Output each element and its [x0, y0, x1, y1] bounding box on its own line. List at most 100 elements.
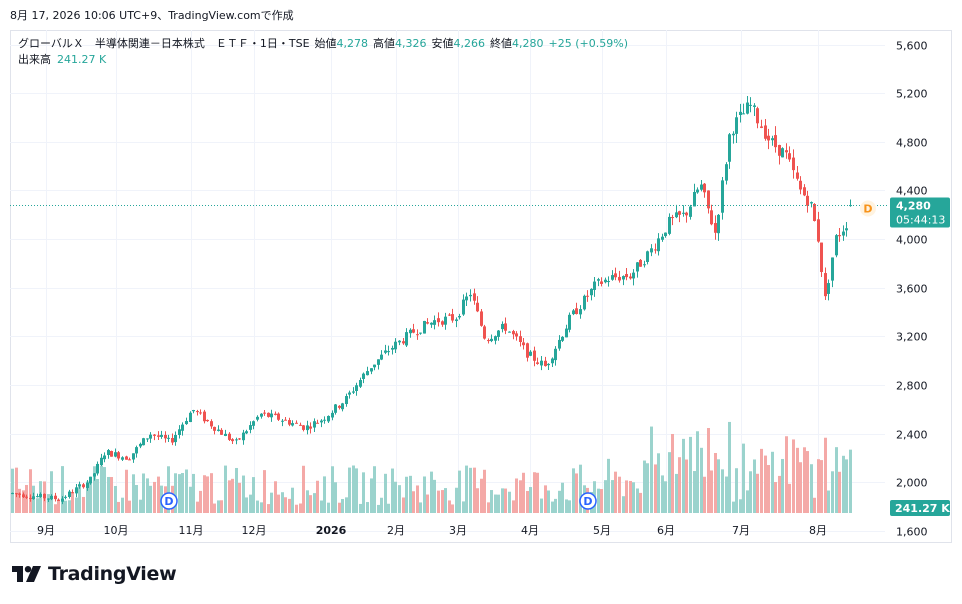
price-tick-label: 2,400 — [896, 429, 928, 442]
volume-bar — [263, 470, 266, 513]
volume-bar — [213, 503, 216, 513]
volume-bar — [824, 437, 827, 513]
candle-body — [377, 359, 380, 365]
volume-bar — [338, 502, 341, 513]
volume-bar — [820, 460, 823, 513]
volume-bar — [629, 480, 632, 513]
upcoming-dividend-marker — [860, 200, 876, 217]
candle-body — [270, 413, 273, 418]
volume-bar — [291, 487, 294, 513]
candle-body — [572, 310, 575, 315]
candle-body — [68, 491, 71, 497]
price-tick-label: 5,600 — [896, 40, 928, 53]
candle-body — [387, 351, 390, 353]
volume-bar — [299, 503, 302, 513]
candle-body — [267, 412, 270, 417]
candlestick-chart[interactable]: 5,600 5,200 4,800 4,400 4,000 3,600 3,200 2,800… — [10, 30, 952, 543]
volume-bar — [845, 459, 848, 513]
volume-bar — [373, 466, 376, 513]
volume-bar — [274, 481, 277, 513]
candle-body — [590, 288, 593, 296]
candle-body — [15, 493, 18, 495]
candle-body — [252, 421, 255, 426]
time-tick-label: 2026 — [316, 524, 347, 537]
volume-bar — [799, 462, 802, 513]
volume-bar — [685, 459, 688, 513]
candle-body — [433, 320, 436, 325]
candle-body — [231, 439, 234, 442]
volume-bar — [682, 438, 685, 513]
volume-bar — [611, 480, 614, 513]
candle-body — [614, 273, 617, 278]
volume-bar — [334, 482, 337, 513]
volume-bar — [565, 499, 568, 513]
time-axis: 9月 10月 11月 12月 2026 2月 3月 4月 5月 6月 7月 8月 — [37, 524, 827, 537]
candle-body — [682, 212, 685, 214]
volume-bar — [203, 475, 206, 513]
candle-body — [96, 463, 99, 474]
candle-body — [366, 371, 369, 376]
volume-bar — [625, 480, 628, 513]
candle-body — [93, 473, 96, 477]
volume-bar — [426, 494, 429, 513]
dividend-marker — [160, 492, 178, 510]
tradingview-logo[interactable]: TradingView — [12, 563, 177, 585]
candle-body — [441, 321, 444, 325]
price-tick-label: 5,200 — [896, 88, 928, 101]
candle-body — [203, 411, 206, 422]
candle-body — [540, 360, 543, 366]
candle-body — [32, 496, 35, 500]
candle-body — [579, 309, 582, 315]
volume-bar — [405, 476, 408, 513]
candle-body — [192, 410, 195, 412]
volume-bar — [796, 447, 799, 513]
volume-bar — [561, 482, 564, 513]
candle-body — [235, 439, 238, 441]
volume-bar — [316, 480, 319, 513]
volume-bar — [732, 501, 735, 513]
volume-bar — [196, 501, 199, 513]
time-tick-label: 6月 — [657, 524, 675, 537]
volume-badge — [890, 500, 950, 516]
candle-body — [483, 326, 486, 339]
volume-bar — [249, 494, 252, 513]
candle-body — [813, 203, 816, 221]
volume-bar — [114, 486, 117, 513]
candle-body — [370, 368, 373, 372]
candle-body — [128, 459, 131, 461]
volume-bar — [306, 490, 309, 513]
volume-bar — [451, 504, 454, 513]
volume-bar — [192, 473, 195, 513]
volume-bar — [309, 495, 312, 513]
volume-bar — [348, 467, 351, 513]
volume-bar — [533, 472, 536, 513]
volume-bar — [529, 487, 532, 513]
candle-body — [639, 259, 642, 267]
dividend-marker-letter: D — [583, 495, 592, 508]
volume-bar — [778, 475, 781, 513]
candle-body — [36, 496, 39, 498]
volume-bar — [664, 481, 667, 513]
candle-body — [416, 334, 419, 336]
candle-body — [391, 347, 394, 350]
volume-bar — [632, 482, 635, 513]
candle-body — [149, 434, 152, 439]
volume-bar — [444, 488, 447, 513]
volume-bar — [735, 468, 738, 513]
candle-body — [586, 295, 589, 297]
volume-bar — [18, 488, 21, 513]
volume-bar — [483, 469, 486, 513]
candle-body — [50, 495, 53, 500]
volume-bar — [110, 477, 113, 513]
candle-body — [547, 363, 550, 366]
candle-body — [739, 111, 742, 115]
volume-bar — [465, 465, 468, 513]
candle-body — [171, 438, 174, 443]
volume-bar — [547, 490, 550, 513]
price-tick-label: 2,800 — [896, 380, 928, 393]
volume-bar — [558, 490, 561, 513]
ohlc-legend: グローバルＸ 半導体関連－日本株式 ＥＴＦ・1日・TSE 始値4,278 高値4,3… — [18, 36, 628, 52]
candle-body — [61, 498, 64, 502]
volume-bar — [359, 503, 362, 513]
